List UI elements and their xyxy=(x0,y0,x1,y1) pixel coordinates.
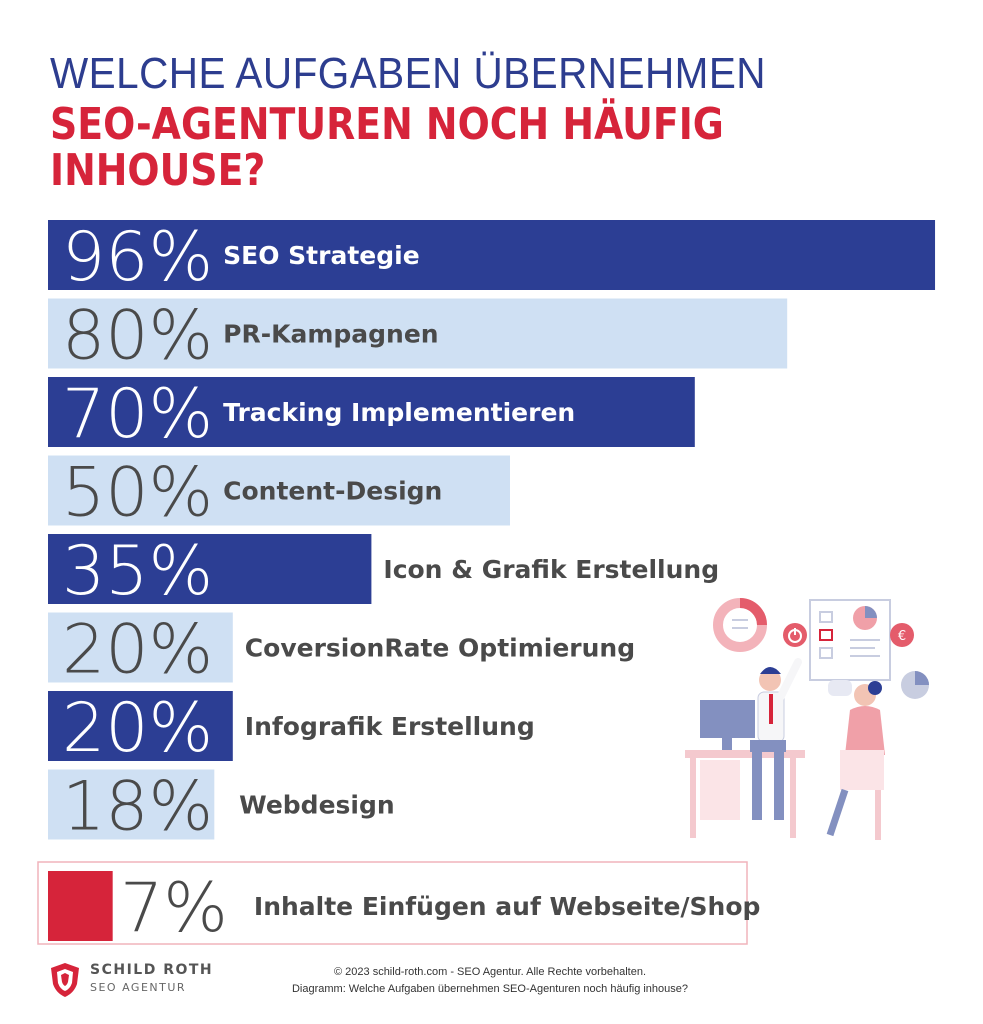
title-line-1: WELCHE AUFGABEN ÜBERNEHMEN xyxy=(50,49,766,98)
logo-name: SCHILD ROTH xyxy=(90,962,214,978)
title-line-3: INHOUSE? xyxy=(50,145,266,196)
value-label-7: 18% xyxy=(62,768,213,847)
schild-roth-logo: SCHILD ROTH SEO AGENTUR xyxy=(50,960,214,1002)
value-label-4: 35% xyxy=(62,532,213,611)
svg-text:€: € xyxy=(898,629,906,644)
value-label-6: 20% xyxy=(62,689,213,768)
value-label-0: 96% xyxy=(62,218,213,297)
bar-6 xyxy=(48,691,233,761)
category-label-0: SEO Strategie xyxy=(223,241,420,270)
logo-subtitle: SEO AGENTUR xyxy=(90,981,187,994)
copyright-line: © 2023 schild-roth.com - SEO Agentur. Al… xyxy=(334,966,646,978)
category-label-3: Content-Design xyxy=(223,477,442,506)
category-label-7: Webdesign xyxy=(239,791,395,820)
value-label-8: 7% xyxy=(120,869,228,948)
value-label-3: 50% xyxy=(62,454,213,533)
diagram-caption-line: Diagramm: Welche Aufgaben übernehmen SEO… xyxy=(291,983,689,995)
value-label-5: 20% xyxy=(62,611,213,690)
highlight-frame xyxy=(37,861,748,945)
bar-3 xyxy=(48,455,510,526)
category-label-4: Icon & Grafik Erstellung xyxy=(383,555,719,584)
category-label-6: Infografik Erstellung xyxy=(245,712,535,741)
category-label-8: Inhalte Einfügen auf Webseite/Shop xyxy=(254,892,761,921)
bar-7 xyxy=(48,769,215,840)
bar-0 xyxy=(48,220,936,290)
bar-1 xyxy=(48,298,788,369)
value-label-1: 80% xyxy=(62,297,213,376)
value-label-2: 70% xyxy=(62,375,213,454)
bar-4 xyxy=(48,534,372,604)
bar-5 xyxy=(48,612,233,683)
category-label-1: PR-Kampagnen xyxy=(223,320,438,349)
category-label-5: CoversionRate Optimierung xyxy=(245,634,635,663)
shield-icon xyxy=(51,963,79,997)
category-label-2: Tracking Implementieren xyxy=(223,398,575,427)
bar-2 xyxy=(48,377,695,447)
bar-8 xyxy=(48,871,113,941)
footer: © 2023 schild-roth.com - SEO Agentur. Al… xyxy=(240,964,740,998)
office-illustration: € xyxy=(685,598,929,840)
title-line-2: SEO-AGENTUREN NOCH HÄUFIG xyxy=(50,99,724,150)
